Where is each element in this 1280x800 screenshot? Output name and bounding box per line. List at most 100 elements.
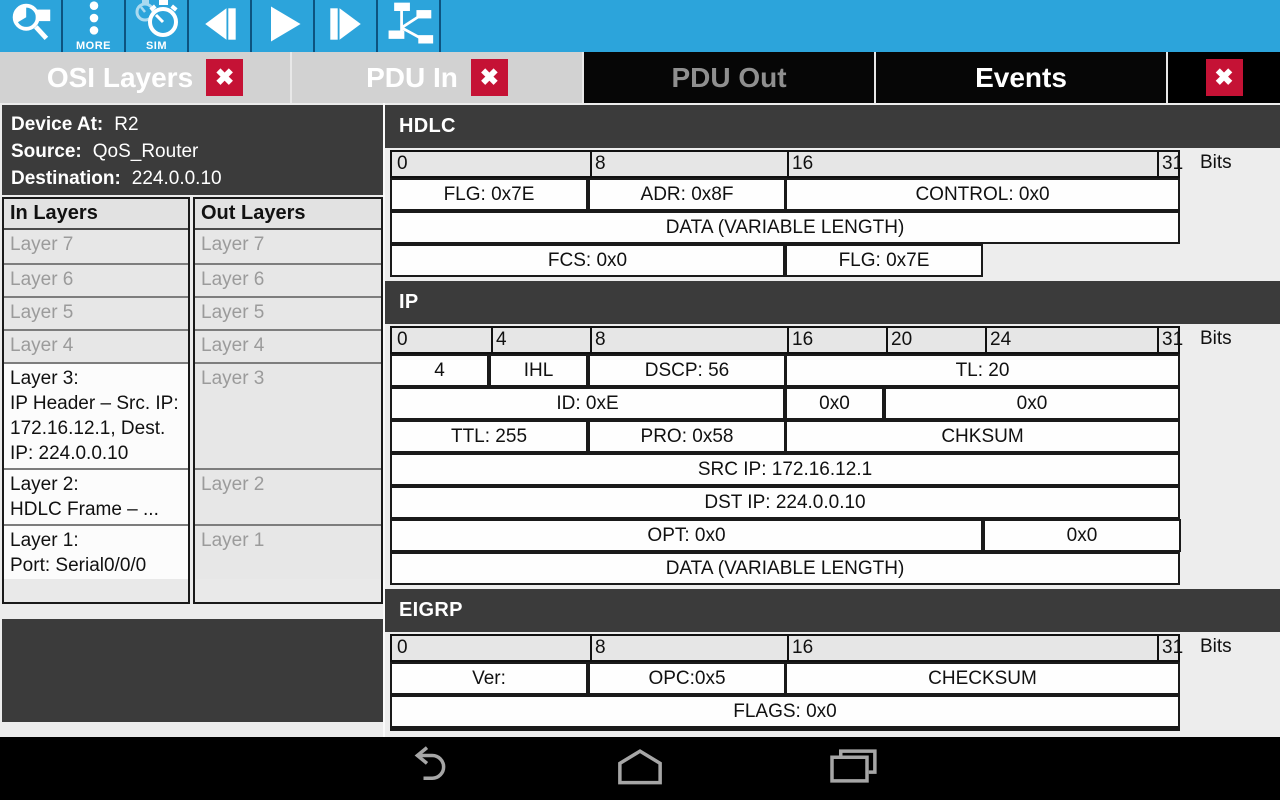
ruler-tick [985, 328, 987, 352]
pdu-field-row: ID: 0xE 0x0 0x0 [390, 387, 1180, 420]
tab-pdu-out[interactable]: PDU Out [584, 52, 876, 103]
pdu-field: DATA (VARIABLE LENGTH) [390, 552, 1180, 585]
layer-row[interactable]: Layer 4 [195, 329, 381, 362]
pdu-field-row: TTL: 255 PRO: 0x58 CHKSUM [390, 420, 1180, 453]
android-nav-bar [0, 737, 1280, 800]
pdu-field: OPC:0x5 [588, 662, 786, 695]
close-all-icon[interactable]: ✖ [1205, 59, 1243, 96]
device-at-line: Device At: R2 [11, 111, 374, 138]
tab-events[interactable]: Events [876, 52, 1168, 103]
layer-row-detail: IP Header – Src. IP: 172.16.12.1, Dest. … [10, 393, 179, 464]
pdu-field: DSCP: 56 [588, 354, 786, 387]
layer-row[interactable]: Layer 6 [195, 263, 381, 296]
ruler-tick [787, 152, 789, 176]
ruler-tick-label: 31 [1162, 153, 1184, 174]
nav-back-button[interactable] [399, 746, 455, 792]
layer-row[interactable]: Layer 7 [4, 230, 188, 263]
layer-row-label: Layer 1: [10, 530, 79, 551]
layer-row[interactable]: Layer 3: IP Header – Src. IP: 172.16.12.1… [4, 362, 188, 468]
ruler-tick-label: 8 [595, 153, 606, 174]
pdu-field: CONTROL: 0x0 [785, 178, 1180, 211]
more-button-label: MORE [76, 40, 111, 52]
layer-row-label: Layer 6 [201, 269, 265, 290]
play-icon [258, 0, 308, 53]
close-pdu-in-icon[interactable]: ✖ [470, 59, 508, 96]
ruler-tick-label: 8 [595, 637, 606, 658]
stopwatch-sim-icon [131, 0, 183, 55]
source-value: QoS_Router [92, 141, 199, 162]
layer-row-label: Layer 4 [10, 335, 74, 356]
pdu-field: CHECKSUM [785, 662, 1180, 695]
pdu-field-row: Ver: OPC:0x5 CHECKSUM [390, 662, 1180, 695]
layer-row-label: Layer 3 [201, 368, 265, 389]
layer-row-label: Layer 1 [201, 530, 265, 551]
device-at-value: R2 [114, 114, 139, 135]
pdu-field-row: DATA (VARIABLE LENGTH) [390, 211, 1180, 244]
ruler-tick-label: 4 [496, 329, 507, 350]
bits-unit-label: Bits [1200, 328, 1232, 349]
out-layers-table: Out Layers Layer 7 Layer 6 Layer 5 Layer 4 La… [193, 197, 383, 604]
home-icon [612, 743, 668, 794]
pdu-section-title: IP [385, 281, 1280, 324]
destination-value: 224.0.0.10 [131, 168, 222, 189]
ruler-tick [1157, 636, 1159, 660]
pdu-section-title: HDLC [385, 105, 1280, 148]
pdu-field-row: FCS: 0x0 FLG: 0x7E [390, 244, 1180, 277]
layer-row[interactable]: Layer 1 [195, 524, 381, 579]
ruler-tick [590, 636, 592, 660]
bits-ruler-scale: 0 4 8 16 20 24 31 [390, 326, 1183, 354]
simulation-button[interactable]: SIM [126, 0, 189, 52]
step-back-button[interactable] [189, 0, 252, 52]
nav-home-button[interactable] [612, 746, 668, 792]
layer-row[interactable]: Layer 2 [195, 468, 381, 524]
pdu-field-row: SRC IP: 172.16.12.1 [390, 453, 1180, 486]
ruler-tick-label: 16 [792, 637, 814, 658]
topology-button[interactable] [378, 0, 441, 52]
layer-row-label: Layer 3: [10, 368, 79, 389]
layer-row[interactable]: Layer 5 [195, 296, 381, 329]
tab-bar-end: ✖ [1168, 52, 1280, 103]
step-forward-button[interactable] [315, 0, 378, 52]
ruler-tick [787, 328, 789, 352]
source-line: Source: QoS_Router [11, 138, 374, 165]
pdu-field: SRC IP: 172.16.12.1 [390, 453, 1180, 486]
back-icon [399, 743, 455, 794]
pdu-field: 0x0 [983, 519, 1181, 552]
tab-osi-layers[interactable]: OSI Layers ✖ [0, 52, 292, 103]
pdu-field: 4 [390, 354, 489, 387]
pdu-field: PRO: 0x58 [588, 420, 786, 453]
layer-row[interactable]: Layer 4 [4, 329, 188, 362]
bits-unit-label: Bits [1200, 636, 1232, 657]
pdu-field-row: FLAGS: 0x0 [390, 695, 1180, 728]
pdu-field: FLG: 0x7E [785, 244, 983, 277]
ruler-tick-label: 0 [397, 329, 408, 350]
layer-row[interactable]: Layer 3 [195, 362, 381, 468]
bits-ruler: 0 4 8 16 20 24 31 Bits [385, 326, 1280, 354]
tab-pdu-in[interactable]: PDU In ✖ [292, 52, 584, 103]
truncated-row-edge [390, 728, 1180, 731]
layer-row[interactable]: Layer 6 [4, 263, 188, 296]
pdu-field-row: DST IP: 224.0.0.10 [390, 486, 1180, 519]
more-button[interactable]: MORE [63, 0, 126, 52]
play-button[interactable] [252, 0, 315, 52]
magnifier-inspect-icon [6, 0, 56, 54]
close-osi-layers-icon[interactable]: ✖ [206, 59, 244, 96]
ruler-tick [1157, 152, 1159, 176]
layer-row[interactable]: Layer 7 [195, 230, 381, 263]
pdu-field: DST IP: 224.0.0.10 [390, 486, 1180, 519]
osi-layers-panel: Device At: R2 Source: QoS_Router Destinati… [0, 103, 385, 737]
tab-pdu-in-label: PDU In [366, 61, 458, 93]
layer-row[interactable]: Layer 1: Port: Serial0/0/0 [4, 524, 188, 579]
pdu-field: OPT: 0x0 [390, 519, 983, 552]
layer-row-label: Layer 2: [10, 474, 79, 495]
layer-row[interactable]: Layer 5 [4, 296, 188, 329]
pdu-field: 0x0 [785, 387, 884, 420]
layer-row[interactable]: Layer 2: HDLC Frame – ... [4, 468, 188, 524]
pdu-field-row: 4 IHL DSCP: 56 TL: 20 [390, 354, 1180, 387]
toolbar: MORE SIM [0, 0, 1280, 52]
layer-row-detail: HDLC Frame – ... [10, 499, 159, 520]
layer-row-detail: Port: Serial0/0/0 [10, 555, 147, 576]
ruler-tick-label: 16 [792, 153, 814, 174]
nav-recents-button[interactable] [825, 746, 881, 792]
inspect-button[interactable] [0, 0, 63, 52]
